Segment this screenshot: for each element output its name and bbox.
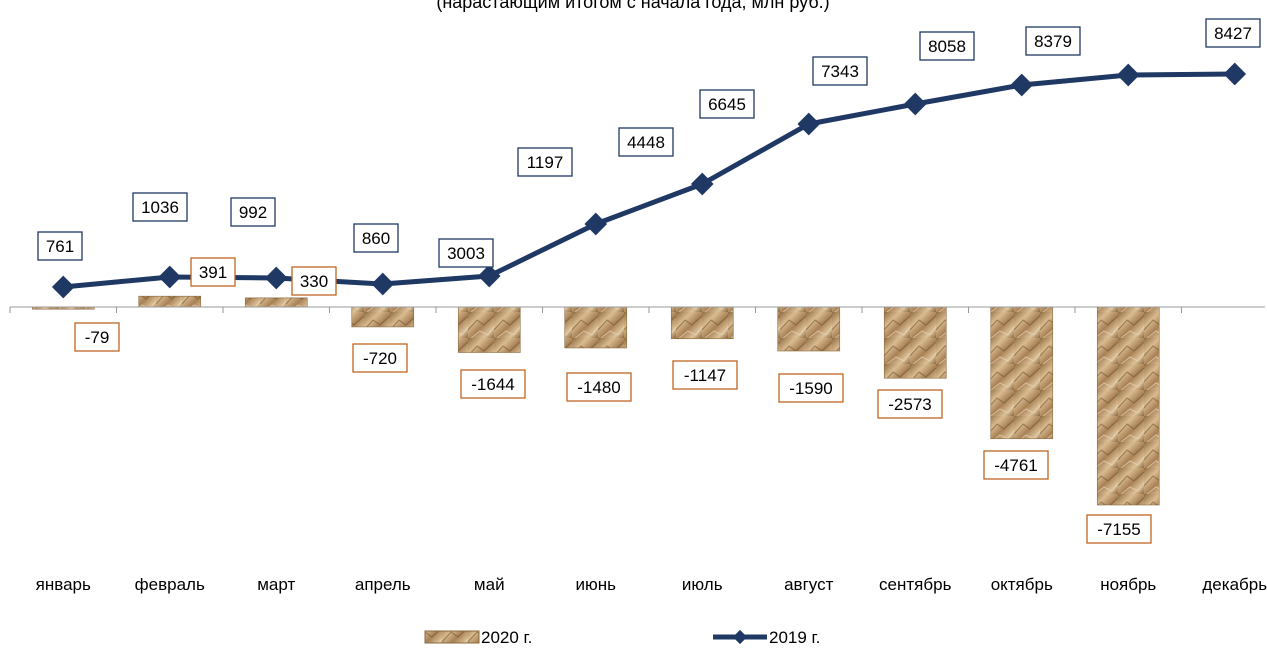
data-label-2020: -79 [85,328,110,347]
marker-2019 [690,172,714,196]
data-label-2020: -1147 [684,366,726,385]
data-label-2019: 3003 [447,244,485,263]
x-tick-label: март [257,575,295,594]
data-label-2019: 8427 [1214,24,1252,43]
data-label-2019-box [812,56,868,86]
x-tick-label: август [784,575,833,594]
data-label-2019: 1036 [141,198,179,217]
data-label-2020: 391 [199,263,227,282]
legend: 2020 г. 2019 г. [424,628,820,647]
bar-2020 [670,306,734,340]
data-label-2020-box [74,322,120,352]
data-label-2019: 8379 [1034,32,1072,51]
marker-2019 [477,264,501,288]
data-label-2020-box [566,372,632,402]
x-tick-label: февраль [135,575,205,594]
data-label-2019-box [517,147,573,177]
data-label-2020-box [352,343,408,373]
x-tick-label: сентябрь [879,575,952,594]
data-label-2020: -1644 [471,375,514,394]
data-label-2019-box [618,127,674,157]
x-ticks-layer [9,307,1182,313]
data-label-2019: 4448 [627,133,665,152]
data-label-2020-box [291,266,337,296]
data-label-2019: 7343 [821,62,859,81]
data-label-2020: 330 [300,272,328,291]
data-label-2020: -1590 [789,379,832,398]
x-tick-label: декабрь [1202,575,1267,594]
data-label-2019-box [919,31,975,61]
data-label-2019: 992 [239,203,267,222]
x-tick-label: октябрь [991,575,1053,594]
bar-2020 [777,306,841,352]
legend-label-2020: 2020 г. [481,628,532,647]
data-label-2019: 860 [362,229,390,248]
data-label-2019-box [132,192,188,222]
marker-2019 [1116,63,1140,87]
marker-2019 [797,112,821,136]
bar-2020 [1096,306,1160,506]
marker-2019 [584,212,608,236]
data-label-2020-box [190,257,236,287]
bar-2020 [351,306,415,328]
data-label-2020-box [877,389,943,419]
data-label-2020: -4761 [994,456,1037,475]
legend-marker-2019 [732,629,748,645]
data-label-2019: 8058 [928,37,966,56]
x-tick-label: май [474,575,505,594]
bar-2020 [138,295,202,308]
bar-2020 [883,306,947,379]
data-label-2020-box [778,373,844,403]
marker-2019 [264,266,288,290]
legend-label-2019: 2019 г. [769,628,820,647]
data-label-2020-box [1086,514,1152,544]
data-label-2019-box [37,231,83,261]
data-label-2019-box [1025,26,1081,56]
data-label-2019: 761 [46,237,74,256]
data-label-2019-box [438,238,494,268]
x-tick-label: июнь [576,575,617,594]
data-label-2019-box [1205,18,1261,48]
data-label-2020-box [983,450,1049,480]
data-label-2020: -1480 [577,378,620,397]
marker-2019 [51,275,75,299]
data-labels-layer: 761 1036 992 860 3003 1197 4448 6645 7343 8058 837… [37,18,1261,544]
marker-2019 [371,272,395,296]
x-tick-label: ноябрь [1100,575,1156,594]
bars-layer [31,295,1160,506]
bar-2020 [244,297,308,308]
bar-2020 [990,306,1054,440]
bar-2020 [457,306,521,353]
data-label-2019-box [353,223,399,253]
marker-2019 [903,92,927,116]
x-tick-label: июль [682,575,723,594]
data-label-2020: -2573 [888,395,931,414]
data-label-2020-box [672,360,738,390]
bar-2020 [564,306,628,349]
data-label-2020: -7155 [1097,520,1140,539]
data-label-2019: 1197 [527,153,564,172]
marker-2019 [158,265,182,289]
data-label-2019: 6645 [708,95,746,114]
marker-2019 [1223,62,1247,86]
data-label-2020-box [460,369,526,399]
data-label-2019-box [230,197,276,227]
data-label-2019-box [699,89,755,119]
marker-2019 [1010,73,1034,97]
chart-title: (нарастающим итогом с начала года, млн р… [436,0,829,12]
x-tick-label: январь [36,575,91,594]
category-labels-layer: январь февраль март апрель май июнь июль август… [36,575,1267,594]
line-2019 [63,71,1235,290]
legend-swatch-2020 [424,630,480,644]
data-label-2020: -720 [363,349,397,368]
line-layer [51,62,1247,299]
x-tick-label: апрель [355,575,411,594]
